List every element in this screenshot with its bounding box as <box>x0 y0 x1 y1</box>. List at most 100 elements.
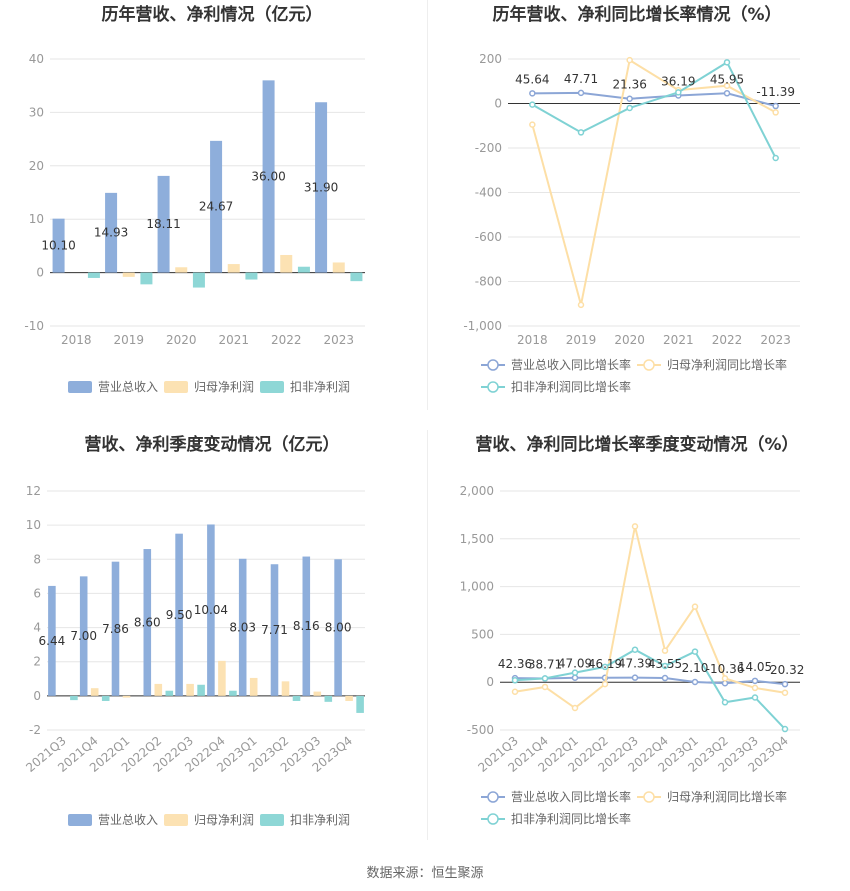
revenue-data-label: 31.90 <box>304 180 338 194</box>
bar-revenue <box>238 558 247 696</box>
revenue-data-label: 7.71 <box>261 623 288 637</box>
x-tick-label: 2020 <box>166 333 197 347</box>
legend-swatch-marker <box>487 791 499 803</box>
line-point <box>721 699 729 706</box>
bar-net-profit <box>345 695 353 701</box>
vertical-divider-top <box>427 0 428 410</box>
revenue-data-label: 7.00 <box>70 629 97 643</box>
bar-net-profit <box>227 264 240 273</box>
line-point <box>691 678 699 686</box>
revenue-growth-data-label: 47.09 <box>558 657 592 671</box>
line-point <box>721 675 729 682</box>
y-tick-label: -1,000 <box>463 319 502 333</box>
legend-item-revenue: 营业总收入 <box>68 813 158 827</box>
y-tick-label: 10 <box>26 518 41 532</box>
y-tick-label: 20 <box>29 159 44 173</box>
x-tick-label: 2020 <box>614 333 645 347</box>
line-point <box>511 677 519 684</box>
legend-swatch-marker <box>643 791 655 803</box>
legend-item-deducted-profit: 扣非净利润 <box>260 813 350 827</box>
bar-deducted-profit <box>70 695 78 701</box>
revenue-growth-data-label: -11.39 <box>756 85 795 99</box>
legend-item-revenue: 营业总收入同比增长率 <box>481 789 631 804</box>
line-point <box>541 683 549 691</box>
legend-label: 扣非净利润同比增长率 <box>511 811 631 826</box>
revenue-data-label: 36.00 <box>251 169 285 183</box>
bar-net-profit <box>313 691 322 696</box>
bar-deducted-profit <box>101 695 110 701</box>
revenue-data-label: 8.00 <box>325 621 352 635</box>
y-tick-label: 0 <box>494 97 502 111</box>
line-point <box>772 154 779 162</box>
legend-item-net-profit: 归母净利润同比增长率 <box>637 789 787 804</box>
chart-title: 营收、净利季度变动情况（亿元） <box>85 434 340 455</box>
y-tick-label: -400 <box>475 186 502 200</box>
line-point <box>529 90 536 97</box>
line-point <box>691 648 699 655</box>
line-point <box>723 90 731 97</box>
line-net-profit-growth <box>514 526 786 710</box>
line-point <box>511 688 519 696</box>
line-revenue-growth <box>514 676 786 686</box>
legend-label: 扣非净利润 <box>290 813 350 827</box>
x-tick-label: 2018 <box>517 333 548 347</box>
x-tick-label: 2023 <box>760 333 791 347</box>
chart-svg: 营收、净利季度变动情况（亿元）-20246810122021Q32021Q420… <box>23 434 365 827</box>
quarterly-growth-rate-chart: 营收、净利同比增长率季度变动情况（%） -500 0 500 1,000 1,500 2,0… <box>425 430 850 860</box>
revenue-growth-data-label: 36.19 <box>661 74 695 88</box>
x-tick-label: 2022 <box>271 333 302 347</box>
bar-deducted-profit <box>324 695 333 702</box>
bar-revenue <box>48 585 56 696</box>
revenue-data-label: 6.44 <box>39 634 66 648</box>
legend-swatch <box>260 381 284 393</box>
bar-revenue <box>157 175 170 273</box>
bar-revenue <box>52 218 65 273</box>
x-tick-label: 2021 <box>663 333 694 347</box>
line-point <box>571 669 579 676</box>
legend-item-revenue: 营业总收入 <box>68 380 158 394</box>
y-tick-label: 2 <box>33 655 41 669</box>
line-net-profit-growth <box>531 58 777 306</box>
y-tick-label: -200 <box>475 141 502 155</box>
legend-swatch <box>68 381 92 393</box>
revenue-growth-data-label: -10.36 <box>706 662 745 676</box>
bar-revenue <box>143 549 152 696</box>
line-point <box>661 647 669 654</box>
data-source: 数据来源：恒生聚源 <box>366 866 484 881</box>
bar-net-profit <box>281 681 290 696</box>
line-point <box>577 129 585 136</box>
legend-swatch-marker <box>643 359 655 371</box>
y-tick-label: -600 <box>475 230 502 244</box>
legend-item-deducted-profit: 扣非净利润 <box>260 380 350 394</box>
y-tick-label: 2,000 <box>460 484 494 498</box>
revenue-growth-data-label: 38.71 <box>528 657 562 671</box>
revenue-growth-data-label: 45.95 <box>710 72 744 86</box>
legend-label: 营业总收入 <box>98 813 158 827</box>
legend-swatch <box>164 814 188 826</box>
x-tick-label: 2019 <box>566 333 597 347</box>
revenue-data-label: 9.50 <box>166 608 193 622</box>
bar-net-profit <box>280 254 293 273</box>
line-point <box>781 689 789 696</box>
bar-deducted-profit <box>87 272 100 278</box>
y-tick-label: 8 <box>33 552 41 566</box>
legend-label: 归母净利润同比增长率 <box>667 789 787 804</box>
bar-net-profit <box>249 677 258 696</box>
line-point <box>626 95 633 102</box>
revenue-growth-data-label: 47.39 <box>618 657 652 671</box>
line-point <box>723 59 731 66</box>
bar-deducted-profit <box>192 272 205 288</box>
legend-swatch-marker <box>487 813 499 825</box>
x-tick-label: 2022 <box>712 333 743 347</box>
y-tick-label: 0 <box>33 689 41 703</box>
line-point <box>577 301 585 309</box>
legend-swatch-marker <box>487 381 499 393</box>
bar-net-profit <box>154 683 163 696</box>
legend-label: 扣非净利润 <box>290 380 350 394</box>
revenue-data-label: 8.03 <box>229 620 256 634</box>
bar-deducted-profit <box>356 695 364 713</box>
bar-net-profit <box>90 688 99 696</box>
revenue-data-label: 10.10 <box>41 239 75 253</box>
revenue-growth-data-label: 43.55 <box>648 657 682 671</box>
revenue-growth-data-label: 47.71 <box>564 72 598 86</box>
